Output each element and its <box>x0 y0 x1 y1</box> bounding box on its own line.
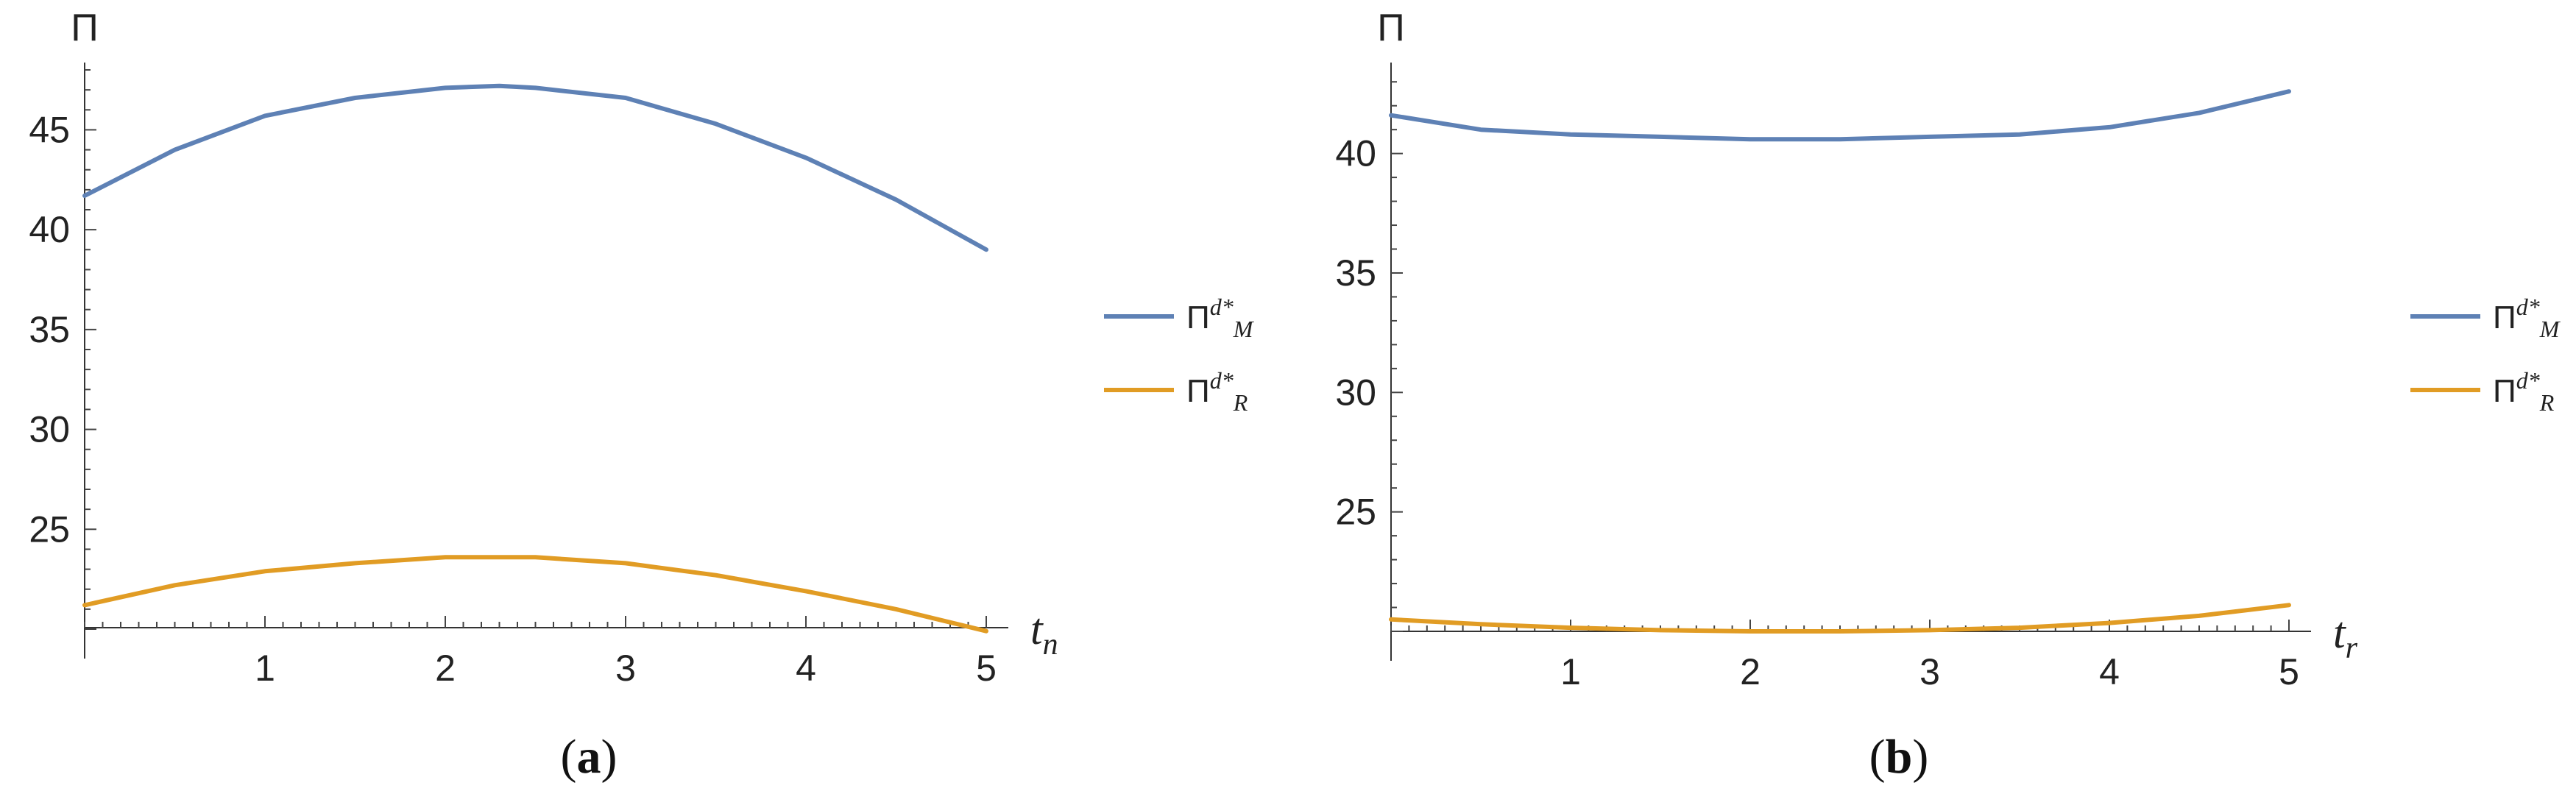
legend-label-main: Π <box>1186 373 1210 409</box>
y-tick-label: 25 <box>1335 492 1376 533</box>
caption-open-paren: ( <box>561 730 577 784</box>
x-tick-label: 5 <box>976 648 997 689</box>
legend-label-R: Πd*R <box>2493 367 2555 416</box>
series-line-R <box>1389 603 2291 634</box>
x-tick-label: 1 <box>1560 651 1581 692</box>
caption-close-paren: ) <box>601 730 618 784</box>
x-axis-label: tr <box>2333 609 2358 665</box>
y-axis-label: Π <box>1377 7 1405 49</box>
x-tick-label: 2 <box>435 648 456 689</box>
legend-label-sub: M <box>1233 316 1255 342</box>
x-tick-label: 2 <box>1740 651 1761 692</box>
y-axis-label: Π <box>71 7 99 49</box>
x-axis-label: tn <box>1030 605 1058 662</box>
y-tick-label: 45 <box>29 109 70 150</box>
legend-label-sup: d* <box>1210 367 1234 394</box>
x-tick-label: 5 <box>2279 651 2299 692</box>
panel-caption: (a) <box>561 730 618 784</box>
legend-label-main: Π <box>2493 373 2516 409</box>
y-tick-label: 35 <box>29 309 70 350</box>
caption-letter: a <box>577 730 601 784</box>
x-tick-label: 4 <box>2099 651 2120 692</box>
x-tick-label: 1 <box>255 648 275 689</box>
legend-label-sup: d* <box>2516 367 2540 394</box>
x-axis-label-sub: n <box>1043 628 1058 662</box>
legend-label-sub: R <box>2539 389 2555 416</box>
legend-label-main: Π <box>2493 299 2516 336</box>
panel-caption: (b) <box>1869 730 1929 784</box>
legend-label-sup: d* <box>2516 294 2540 320</box>
caption-close-paren: ) <box>1912 730 1928 784</box>
x-tick-label: 3 <box>615 648 636 689</box>
y-tick-label: 30 <box>29 409 70 450</box>
caption-letter: b <box>1886 730 1913 784</box>
legend-label-sup: d* <box>1210 294 1234 320</box>
series-line-R <box>82 555 988 634</box>
caption-open-paren: ( <box>1869 730 1886 784</box>
legend-label-R: Πd*R <box>1186 367 1248 416</box>
x-tick-label: 4 <box>796 648 816 689</box>
y-tick-label: 40 <box>1335 133 1376 174</box>
x-axis-label-main: t <box>1030 605 1044 653</box>
y-tick-label: 25 <box>29 508 70 550</box>
legend-label-sub: R <box>1233 389 1248 416</box>
series-line-M <box>1389 89 2291 142</box>
legend-label-main: Π <box>1186 299 1210 336</box>
y-tick-label: 40 <box>29 209 70 250</box>
legend-label-sub: M <box>2539 316 2561 342</box>
y-tick-label: 35 <box>1335 252 1376 294</box>
legend-label-M: Πd*M <box>1186 294 1255 342</box>
x-axis-label-main: t <box>2333 609 2346 657</box>
y-tick-label: 30 <box>1335 372 1376 413</box>
series-line-M <box>82 83 988 252</box>
x-tick-label: 3 <box>1919 651 1940 692</box>
x-axis-label-sub: r <box>2346 631 2358 665</box>
legend-label-M: Πd*M <box>2493 294 2561 342</box>
